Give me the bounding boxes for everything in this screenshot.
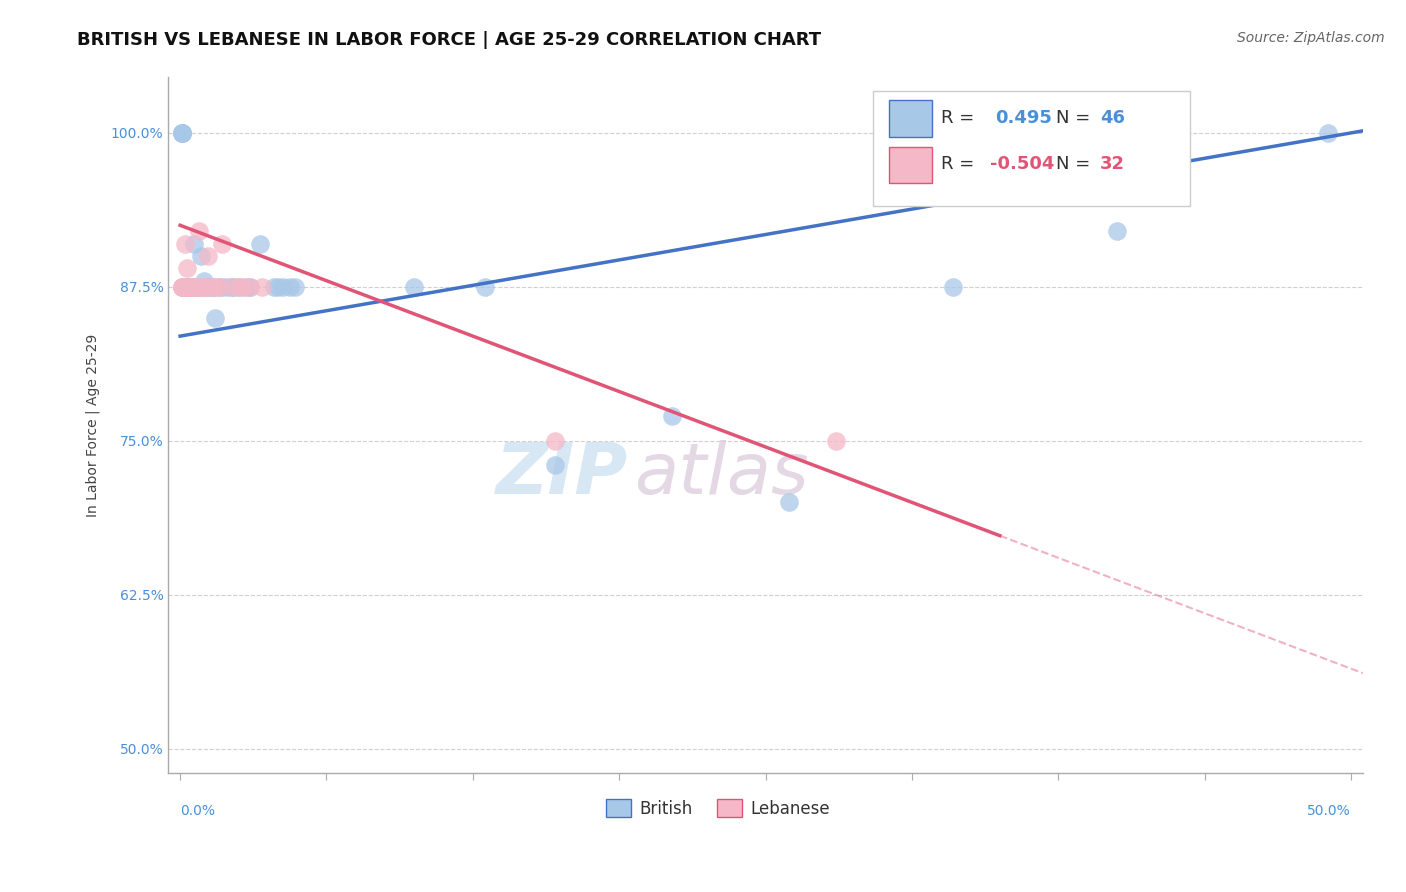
Point xyxy=(1316,126,1339,140)
Point xyxy=(204,310,226,325)
Text: BRITISH VS LEBANESE IN LABOR FORCE | AGE 25-29 CORRELATION CHART: BRITISH VS LEBANESE IN LABOR FORCE | AGE… xyxy=(77,31,821,49)
Point xyxy=(942,280,965,294)
Point xyxy=(778,495,800,509)
Point xyxy=(172,126,194,140)
Point xyxy=(249,236,271,251)
Point xyxy=(207,280,229,294)
Point xyxy=(201,280,224,294)
Point xyxy=(187,280,209,294)
Point xyxy=(278,280,301,294)
Point xyxy=(239,280,262,294)
Text: 0.495: 0.495 xyxy=(995,109,1052,127)
Point xyxy=(194,280,217,294)
Point xyxy=(271,280,294,294)
Point xyxy=(190,280,212,294)
Legend: British, Lebanese: British, Lebanese xyxy=(599,793,837,824)
Point xyxy=(197,249,219,263)
Point xyxy=(176,280,198,294)
Point xyxy=(186,280,208,294)
Point xyxy=(172,126,194,140)
Point xyxy=(193,280,215,294)
Text: R =: R = xyxy=(941,109,986,127)
Point xyxy=(200,280,222,294)
Point xyxy=(1105,224,1128,238)
Point xyxy=(193,280,215,294)
Text: N =: N = xyxy=(1056,155,1090,173)
Point xyxy=(232,280,254,294)
Point xyxy=(221,280,243,294)
Point xyxy=(404,280,426,294)
Point xyxy=(183,280,205,294)
Point xyxy=(228,280,250,294)
Point xyxy=(172,280,194,294)
Point xyxy=(211,280,233,294)
Point xyxy=(183,280,205,294)
Point xyxy=(211,236,233,251)
Point xyxy=(172,280,194,294)
Point xyxy=(228,280,250,294)
Point xyxy=(239,280,262,294)
Point xyxy=(187,224,209,238)
Point xyxy=(176,280,198,294)
Point xyxy=(263,280,285,294)
FancyBboxPatch shape xyxy=(889,147,932,183)
Text: 0.0%: 0.0% xyxy=(180,805,215,818)
Point xyxy=(183,236,205,251)
Point xyxy=(179,280,201,294)
Point xyxy=(180,280,202,294)
Point xyxy=(661,409,683,424)
Point xyxy=(172,126,194,140)
Point xyxy=(250,280,273,294)
Point xyxy=(204,280,226,294)
Point xyxy=(544,434,567,448)
Point xyxy=(200,280,222,294)
FancyBboxPatch shape xyxy=(873,91,1189,206)
Text: Source: ZipAtlas.com: Source: ZipAtlas.com xyxy=(1237,31,1385,45)
Text: atlas: atlas xyxy=(634,440,808,508)
Point xyxy=(215,280,238,294)
Text: N =: N = xyxy=(1056,109,1090,127)
Point xyxy=(173,280,195,294)
Point xyxy=(173,236,195,251)
Point xyxy=(172,280,194,294)
Point xyxy=(180,280,202,294)
Point xyxy=(172,126,194,140)
Point xyxy=(267,280,290,294)
Point xyxy=(179,280,201,294)
Point xyxy=(193,274,215,288)
Point xyxy=(222,280,245,294)
Point xyxy=(474,280,496,294)
Point xyxy=(172,280,194,294)
Y-axis label: In Labor Force | Age 25-29: In Labor Force | Age 25-29 xyxy=(86,334,100,517)
FancyBboxPatch shape xyxy=(889,101,932,136)
Point xyxy=(235,280,257,294)
Point xyxy=(172,126,194,140)
Text: 46: 46 xyxy=(1099,109,1125,127)
Point xyxy=(194,280,217,294)
Text: ZIP: ZIP xyxy=(496,440,628,508)
Point xyxy=(176,280,198,294)
Text: -0.504: -0.504 xyxy=(990,155,1054,173)
Point xyxy=(180,280,202,294)
Text: 32: 32 xyxy=(1099,155,1125,173)
Text: 50.0%: 50.0% xyxy=(1308,805,1351,818)
Point xyxy=(197,280,219,294)
Point xyxy=(193,280,215,294)
Point xyxy=(176,280,198,294)
Point xyxy=(201,280,224,294)
Point xyxy=(544,458,567,473)
Point xyxy=(179,280,201,294)
Point xyxy=(284,280,307,294)
Point xyxy=(190,249,212,263)
Point xyxy=(173,280,195,294)
Point xyxy=(221,280,243,294)
Point xyxy=(825,434,848,448)
Point xyxy=(186,280,208,294)
Point xyxy=(176,261,198,276)
Point xyxy=(208,280,231,294)
Text: R =: R = xyxy=(941,155,980,173)
Point xyxy=(183,280,205,294)
